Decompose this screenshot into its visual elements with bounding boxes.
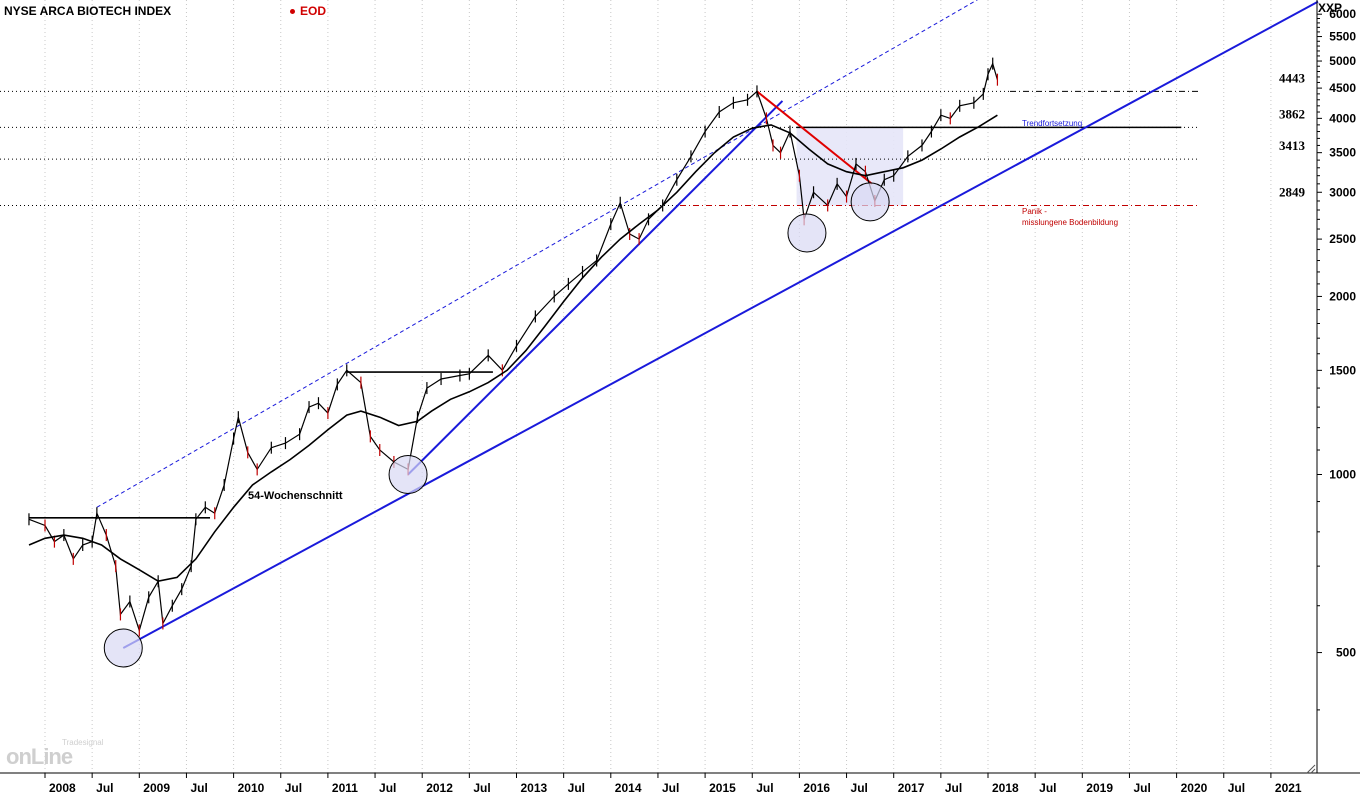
brand-sub: Tradesignal <box>62 738 104 747</box>
brand-name: onLine <box>6 744 73 769</box>
resize-corner-icon[interactable] <box>1306 764 1316 774</box>
y-tick-label: 3500 <box>1329 146 1356 160</box>
pivot-circle <box>850 182 890 222</box>
x-tick-label: 2018 <box>992 781 1019 794</box>
x-tick-label: 2014 <box>615 781 642 794</box>
annotation-text: Trendfortsetzung <box>1022 119 1082 128</box>
x-tick-label: Jul <box>379 781 396 794</box>
y-tick-label: 4000 <box>1329 111 1356 125</box>
x-tick-label: 2016 <box>803 781 830 794</box>
x-tick-label: 2008 <box>49 781 76 794</box>
level-label: 3413 <box>1279 138 1306 153</box>
trend-line <box>122 0 1319 649</box>
level-label: 4443 <box>1279 70 1306 85</box>
annotation-text: Panik - <box>1022 207 1047 216</box>
x-axis: 2008 Jul 2009 Jul 2010 Jul 2011 Jul 2012 Jul 2013 J… <box>44 773 1302 794</box>
x-tick-label: Jul <box>1228 781 1245 794</box>
x-tick-label: Jul <box>190 781 207 794</box>
x-tick-label: 2015 <box>709 781 736 794</box>
x-tick-label: 2010 <box>238 781 265 794</box>
y-tick-label: 500 <box>1336 646 1356 660</box>
x-tick-label: Jul <box>473 781 490 794</box>
eod-label: EOD <box>300 4 327 18</box>
y-tick-label: 5000 <box>1329 54 1356 68</box>
x-tick-label: Jul <box>1133 781 1150 794</box>
trend-line <box>96 0 978 508</box>
eod-dot-icon <box>290 9 295 15</box>
trend-line <box>756 90 873 185</box>
trend-layer <box>96 0 1319 649</box>
level-label: 3862 <box>1279 106 1305 121</box>
level-label: 2849 <box>1279 185 1306 200</box>
circle-layer <box>103 182 890 668</box>
annot-layer: 54-Wochenschnitt Trendfortsetzung Panik - m… <box>248 119 1118 502</box>
moving-average-line <box>28 114 998 583</box>
pivot-circle <box>787 213 827 253</box>
y-tick-label: 2000 <box>1329 289 1356 303</box>
x-tick-label: Jul <box>756 781 773 794</box>
x-tick-label: Jul <box>662 781 679 794</box>
x-tick-label: Jul <box>851 781 868 794</box>
y-tick-label: 1000 <box>1329 468 1356 482</box>
x-tick-label: 2017 <box>898 781 925 794</box>
x-tick-label: 2011 <box>332 781 358 794</box>
x-tick-label: 2012 <box>426 781 453 794</box>
x-tick-label: Jul <box>96 781 113 794</box>
y-tick-label: 6000 <box>1329 7 1356 21</box>
annotation-text: misslungene Bodenbildung <box>1022 218 1118 227</box>
y-tick-label: 5500 <box>1329 30 1356 44</box>
y-tick-label: 3000 <box>1329 185 1356 199</box>
y-tick-label: 4500 <box>1329 81 1356 95</box>
x-tick-label: Jul <box>945 781 962 794</box>
symbol-label: XXP <box>1318 1 1343 15</box>
x-tick-label: 2021 <box>1275 781 1302 794</box>
plot-area <box>0 0 1317 773</box>
price-line <box>28 61 998 633</box>
x-tick-label: 2020 <box>1181 781 1208 794</box>
brand-logo: onLine Tradesignal <box>6 734 106 769</box>
y-axis: 500 1000 1500 2000 2500 3000 3500 4000 4500 5000 5… <box>1317 7 1356 711</box>
pivot-circle <box>103 628 143 668</box>
x-tick-label: 2009 <box>143 781 170 794</box>
pivot-circle <box>388 455 428 494</box>
trend-line <box>407 100 784 476</box>
x-tick-label: Jul <box>568 781 585 794</box>
y-tick-label: 1500 <box>1329 363 1356 377</box>
x-tick-label: 2019 <box>1086 781 1113 794</box>
x-tick-label: 2013 <box>521 781 548 794</box>
x-tick-label: Jul <box>1039 781 1056 794</box>
y-tick-label: 2500 <box>1329 232 1356 246</box>
chart-title: NYSE ARCA BIOTECH INDEX <box>4 4 172 18</box>
annotation-text: 54-Wochenschnitt <box>248 490 343 502</box>
x-tick-label: Jul <box>285 781 302 794</box>
eod-indicator: EOD <box>290 4 326 18</box>
